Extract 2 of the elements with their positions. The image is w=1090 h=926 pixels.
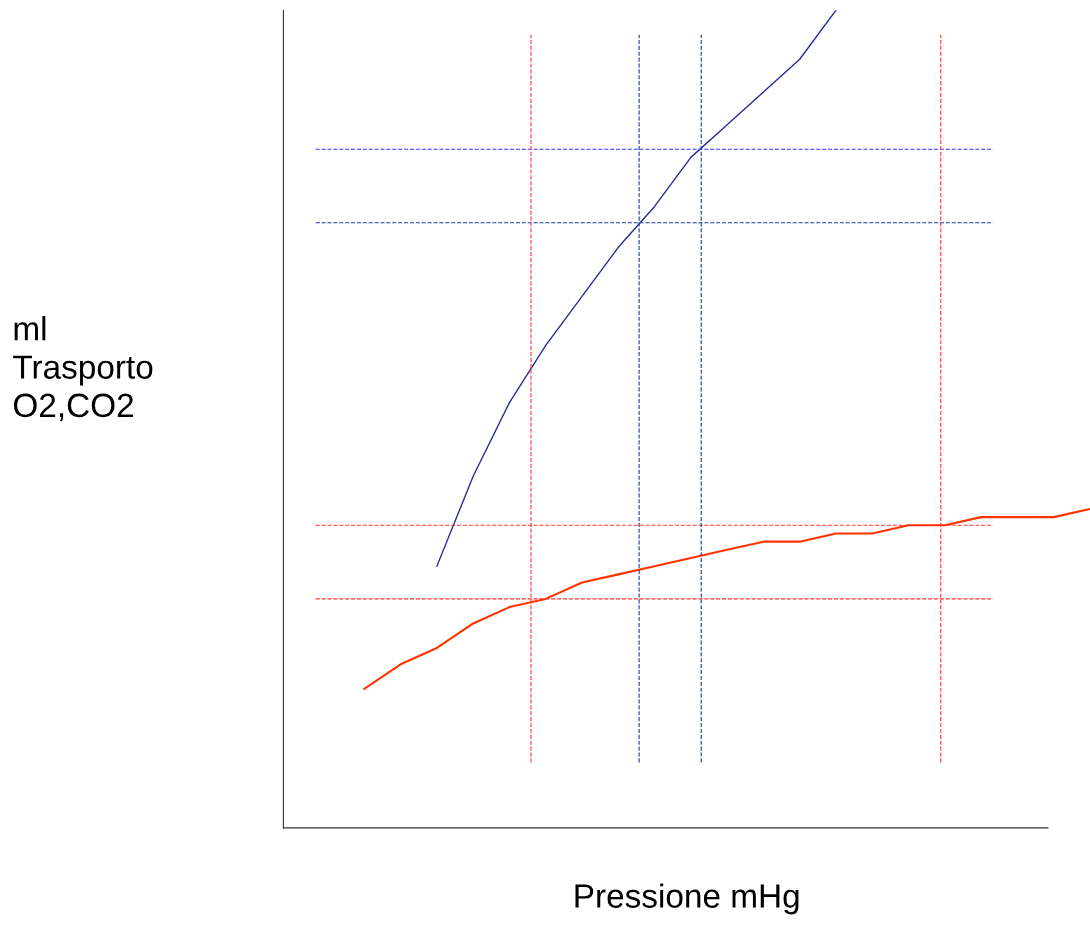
x-axis-title: Pressione mHg: [575, 883, 799, 915]
text: ml Trasporto O2,CO2: [13, 316, 153, 422]
